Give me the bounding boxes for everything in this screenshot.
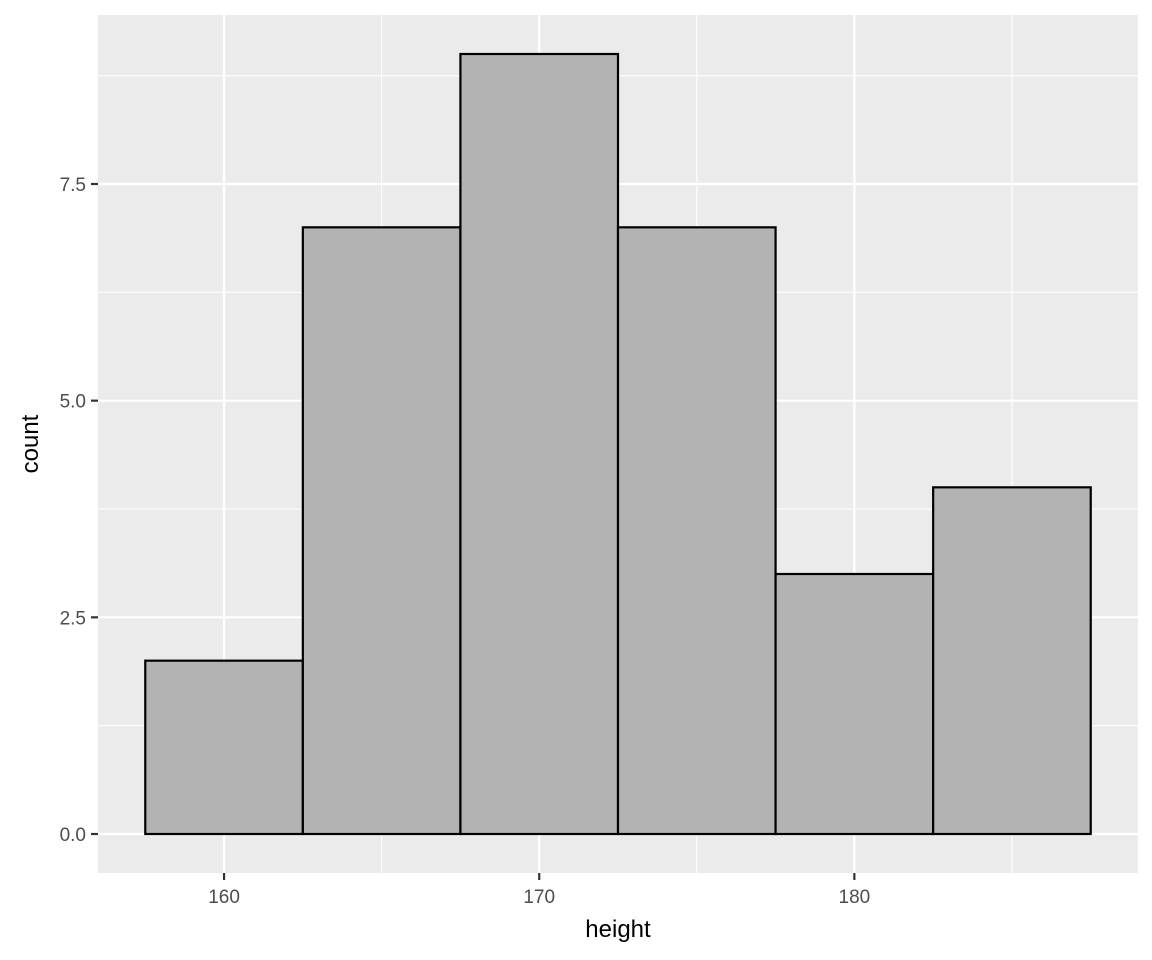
x-tick-label: 160 bbox=[208, 887, 240, 908]
y-axis-title: count bbox=[17, 414, 44, 473]
x-tick-label: 180 bbox=[839, 887, 871, 908]
y-tick-label: 0.0 bbox=[60, 825, 86, 846]
histogram-bar bbox=[459, 52, 620, 836]
histogram-bar bbox=[144, 659, 304, 836]
y-axis: 0.0 2.5 5.0 7.5 bbox=[60, 175, 98, 846]
y-tick-label: 2.5 bbox=[60, 608, 86, 629]
histogram-bar bbox=[301, 226, 462, 836]
histogram-bar bbox=[932, 486, 1092, 836]
histogram-bars bbox=[144, 52, 1092, 836]
y-tick-label: 7.5 bbox=[60, 175, 86, 196]
histogram-bar bbox=[774, 572, 935, 836]
x-axis: 160 170 180 bbox=[208, 873, 870, 908]
y-tick-label: 5.0 bbox=[60, 392, 86, 413]
x-tick-label: 170 bbox=[523, 887, 555, 908]
histogram-bar bbox=[616, 226, 777, 836]
x-axis-title: height bbox=[585, 916, 651, 943]
